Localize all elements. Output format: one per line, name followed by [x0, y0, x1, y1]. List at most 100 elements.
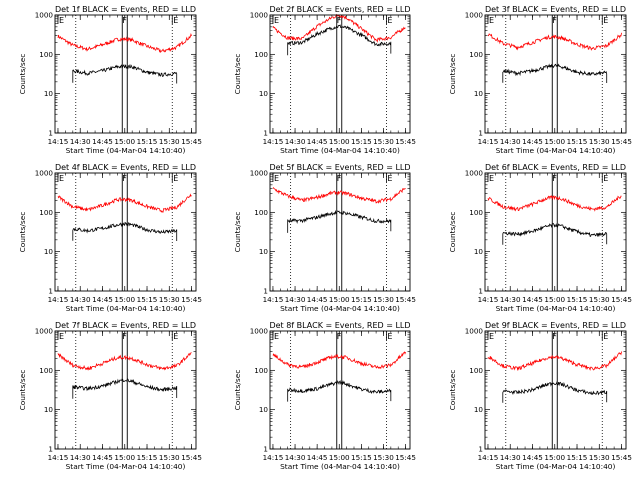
plot-frame — [269, 330, 411, 450]
y-tick-label: 10 — [44, 247, 54, 256]
y-tick-label: 100 — [39, 366, 53, 375]
x-tick-label: 15:00 — [114, 453, 135, 462]
panel-title: Det 9f BLACK = Events, RED = LLD — [485, 321, 626, 330]
y-tick-label: 100 — [469, 50, 483, 59]
marker-label: F — [337, 16, 342, 25]
lld-series-line — [272, 13, 406, 43]
y-axis-label: Counts/sec — [233, 370, 242, 411]
marker-label: E — [274, 332, 279, 341]
x-tick-label: 14:30 — [285, 295, 306, 304]
events-series-line — [72, 378, 178, 399]
lld-series-line — [272, 187, 406, 204]
x-tick-label: 15:00 — [544, 295, 565, 304]
x-tick-label: 14:30 — [285, 453, 306, 462]
y-tick-label: 1 — [263, 287, 268, 296]
events-series-line — [287, 24, 392, 56]
plot-frame — [269, 14, 411, 134]
x-tick-label: 14:45 — [92, 295, 113, 304]
y-tick-label: 1000 — [35, 169, 54, 178]
plot-frame — [484, 14, 627, 134]
x-tick-label: 14:30 — [500, 137, 521, 146]
x-tick-label: 15:30 — [589, 137, 610, 146]
x-tick-label: 15:30 — [159, 137, 180, 146]
x-axis-label: Start Time (04-Mar-04 14:10:40) — [496, 462, 616, 471]
marker-label: F — [337, 174, 342, 183]
y-tick-label: 1 — [263, 445, 268, 454]
chart-panel-4: Det 4f BLACK = Events, RED = LLD Counts/s… — [18, 163, 202, 313]
x-tick-label: 14:30 — [70, 137, 91, 146]
x-tick-label: 15:15 — [351, 453, 372, 462]
y-tick-label: 1000 — [250, 327, 269, 336]
y-tick-label: 1 — [48, 129, 53, 138]
x-tick-label: 15:15 — [137, 295, 158, 304]
marker-label: E — [603, 16, 608, 25]
plot-frame — [484, 172, 627, 292]
y-tick-label: 1000 — [35, 327, 54, 336]
y-axis-label: Counts/sec — [448, 54, 457, 95]
x-tick-label: 15:45 — [181, 453, 202, 462]
x-tick-label: 15:15 — [351, 295, 372, 304]
events-series-line — [72, 221, 178, 241]
x-tick-label: 14:45 — [307, 295, 328, 304]
x-tick-label: 14:30 — [500, 295, 521, 304]
x-tick-label: 14:45 — [92, 137, 113, 146]
y-tick-label: 10 — [44, 405, 54, 414]
events-series-line — [502, 63, 608, 83]
y-tick-label: 10 — [474, 405, 484, 414]
panel-title: Det 3f BLACK = Events, RED = LLD — [485, 5, 626, 14]
marker-label: E — [387, 174, 392, 183]
plot-frame — [54, 172, 197, 292]
x-tick-label: 15:30 — [159, 295, 180, 304]
y-tick-label: 100 — [254, 208, 268, 217]
x-tick-label: 14:15 — [48, 453, 69, 462]
lld-series-line — [487, 32, 622, 51]
marker-label: E — [173, 174, 178, 183]
x-tick-label: 15:30 — [159, 453, 180, 462]
chart-panel-2: Det 2f BLACK = Events, RED = LLD Counts/s… — [233, 5, 416, 155]
y-tick-label: 1000 — [465, 327, 484, 336]
x-tick-label: 15:15 — [567, 137, 588, 146]
y-tick-label: 1000 — [250, 169, 269, 178]
marker-label: E — [59, 332, 64, 341]
marker-label: F — [122, 16, 127, 25]
lld-series-line — [272, 351, 406, 370]
marker-label: E — [387, 332, 392, 341]
lld-series-line — [57, 32, 192, 54]
x-tick-label: 15:45 — [611, 453, 632, 462]
x-tick-label: 15:00 — [329, 137, 350, 146]
x-tick-label: 15:00 — [329, 295, 350, 304]
x-tick-label: 14:45 — [522, 295, 543, 304]
y-axis-label: Counts/sec — [18, 54, 27, 95]
chart-panel-8: Det 8f BLACK = Events, RED = LLD Counts/s… — [233, 321, 416, 471]
chart-panel-5: Det 5f BLACK = Events, RED = LLD Counts/s… — [233, 163, 416, 313]
x-tick-label: 15:45 — [395, 137, 416, 146]
events-series-line — [502, 381, 608, 403]
x-axis-label: Start Time (04-Mar-04 14:10:40) — [280, 146, 400, 155]
panel-title: Det 6f BLACK = Events, RED = LLD — [485, 163, 626, 172]
chart-panel-6: Det 6f BLACK = Events, RED = LLD Counts/s… — [448, 163, 632, 313]
x-tick-label: 14:15 — [478, 453, 499, 462]
y-tick-label: 1 — [263, 129, 268, 138]
plot-frame — [484, 330, 627, 450]
x-tick-label: 14:15 — [263, 453, 284, 462]
marker-label: E — [274, 16, 279, 25]
y-tick-label: 10 — [44, 89, 54, 98]
y-tick-label: 1000 — [250, 11, 269, 20]
x-tick-label: 14:45 — [92, 453, 113, 462]
y-tick-label: 1 — [48, 287, 53, 296]
y-axis-label: Counts/sec — [448, 370, 457, 411]
x-tick-label: 14:30 — [70, 453, 91, 462]
y-tick-label: 10 — [474, 89, 484, 98]
x-tick-label: 15:15 — [137, 137, 158, 146]
plot-frame — [54, 330, 197, 450]
lld-series-line — [57, 193, 192, 213]
panel-title: Det 1f BLACK = Events, RED = LLD — [55, 5, 196, 14]
x-tick-label: 15:15 — [567, 453, 588, 462]
panel-title: Det 8f BLACK = Events, RED = LLD — [269, 321, 410, 330]
y-tick-label: 1000 — [35, 11, 54, 20]
x-tick-label: 14:15 — [478, 295, 499, 304]
x-tick-label: 15:15 — [351, 137, 372, 146]
x-tick-label: 15:45 — [181, 137, 202, 146]
x-tick-label: 14:45 — [307, 137, 328, 146]
